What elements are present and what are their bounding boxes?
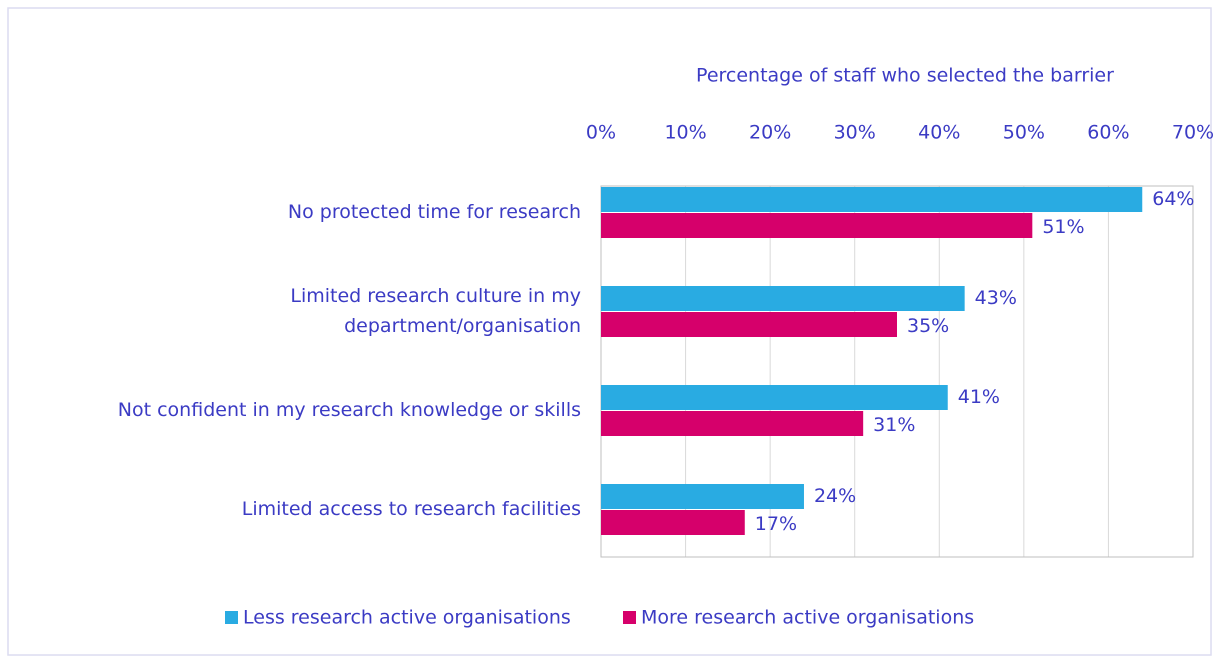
value-label: 64%: [1152, 188, 1194, 210]
value-label: 24%: [814, 485, 856, 507]
bar: [601, 286, 965, 311]
legend-swatch: [225, 611, 238, 624]
value-label: 17%: [755, 513, 797, 535]
category-label: Limited access to research facilities: [241, 498, 581, 520]
value-label: 43%: [975, 287, 1017, 309]
x-tick-label: 40%: [918, 122, 960, 144]
x-axis-title: Percentage of staff who selected the bar…: [696, 65, 1114, 87]
plot-border: [600, 185, 1194, 558]
bar: [601, 510, 745, 535]
value-label: 41%: [958, 386, 1000, 408]
category-label: Not confident in my research knowledge o…: [117, 399, 581, 421]
value-label: 51%: [1042, 216, 1084, 238]
category-label: Limited research culture in my departmen…: [290, 285, 581, 337]
bar: [601, 484, 804, 509]
x-tick-label: 50%: [1003, 122, 1045, 144]
value-label: 35%: [907, 315, 949, 337]
legend-label: Less research active organisations: [243, 607, 571, 629]
x-tick-label: 60%: [1087, 122, 1129, 144]
legend-swatch: [623, 611, 636, 624]
x-tick-label: 0%: [586, 122, 616, 144]
category-label: No protected time for research: [287, 201, 581, 223]
x-tick-label: 70%: [1172, 122, 1214, 144]
x-tick-label: 20%: [749, 122, 791, 144]
bar: [601, 385, 948, 410]
bar: [601, 213, 1033, 238]
bar: [601, 187, 1143, 212]
bar: [601, 411, 864, 436]
value-label: 31%: [873, 414, 915, 436]
bar: [601, 312, 897, 337]
x-tick-label: 10%: [664, 122, 706, 144]
frame: [7, 7, 1212, 656]
legend-label: More research active organisations: [641, 607, 974, 629]
x-tick-label: 30%: [834, 122, 876, 144]
